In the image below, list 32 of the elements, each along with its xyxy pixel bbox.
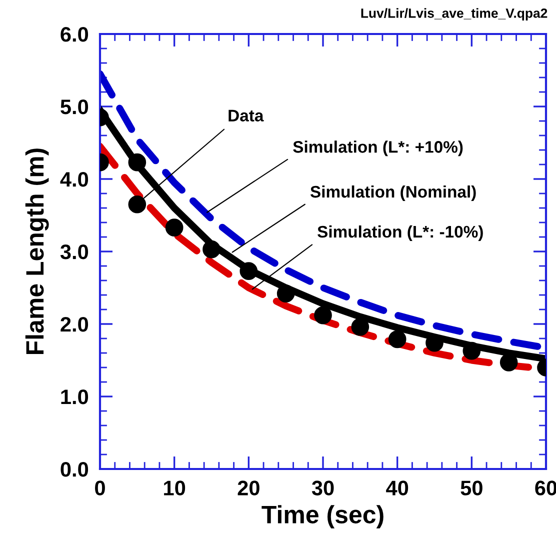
y-tick-label: 2.0 <box>60 317 88 332</box>
point <box>314 306 332 324</box>
text: Luv/Lir/Lvis_ave_time_V.qpa2 <box>361 8 548 20</box>
y-tick-label: 4.0 <box>60 172 88 187</box>
point <box>351 318 370 336</box>
point <box>202 240 220 258</box>
point <box>500 354 518 372</box>
y-tick-label: 3.0 <box>60 244 88 260</box>
y-axis-title: Flame Length (m) <box>25 148 49 354</box>
y-tick-label: 6.0 <box>60 27 88 42</box>
point <box>276 284 295 302</box>
x-axis-title: Time (sec) <box>262 505 384 528</box>
annotation: Simulation (Nominal) <box>310 185 476 201</box>
annotation: Data <box>228 110 264 122</box>
x-tick-label: 50 <box>460 480 482 496</box>
point <box>128 153 146 172</box>
point <box>462 342 481 360</box>
point <box>240 262 258 280</box>
annotation: Simulation (L*: -10%) <box>318 225 483 241</box>
point <box>388 330 406 348</box>
y-tick-label: 0.0 <box>60 462 88 477</box>
y-tick-label: 1.0 <box>61 390 88 404</box>
x-tick-label: 40 <box>386 480 408 496</box>
x-tick-label: 30 <box>312 480 334 496</box>
point <box>426 334 444 352</box>
x-tick-label: 10 <box>164 480 186 496</box>
x-tick-label: 0 <box>95 480 105 496</box>
point <box>128 195 146 214</box>
y-tick-label: 5.0 <box>60 100 88 114</box>
x-tick-label: 20 <box>238 480 260 496</box>
annotation: Simulation (L*: +10%) <box>293 140 463 156</box>
point <box>165 218 184 236</box>
